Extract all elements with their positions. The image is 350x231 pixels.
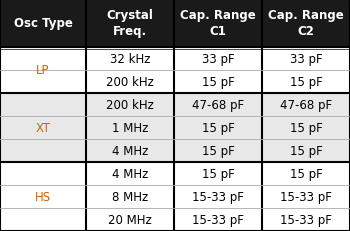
Text: 15 pF: 15 pF xyxy=(202,144,235,157)
Text: 15 pF: 15 pF xyxy=(290,76,322,89)
Text: 15-33 pF: 15-33 pF xyxy=(280,190,332,203)
Text: 20 MHz: 20 MHz xyxy=(108,213,152,226)
Bar xyxy=(0,48,350,71)
Text: 15 pF: 15 pF xyxy=(290,144,322,157)
Text: XT: XT xyxy=(35,122,50,134)
Text: 15-33 pF: 15-33 pF xyxy=(280,213,332,226)
Text: Crystal
Freq.: Crystal Freq. xyxy=(106,9,153,38)
Text: 15 pF: 15 pF xyxy=(202,122,235,134)
Bar xyxy=(0,162,350,185)
Text: 33 pF: 33 pF xyxy=(290,53,322,66)
Text: 4 MHz: 4 MHz xyxy=(112,144,148,157)
Text: 8 MHz: 8 MHz xyxy=(112,190,148,203)
Text: 15 pF: 15 pF xyxy=(290,167,322,180)
Text: 33 pF: 33 pF xyxy=(202,53,234,66)
Text: 15 pF: 15 pF xyxy=(290,122,322,134)
Text: 15 pF: 15 pF xyxy=(202,167,235,180)
Bar xyxy=(0,0,350,48)
Text: 15-33 pF: 15-33 pF xyxy=(192,190,244,203)
Bar xyxy=(0,116,350,139)
Text: 4 MHz: 4 MHz xyxy=(112,167,148,180)
Text: 15-33 pF: 15-33 pF xyxy=(192,213,244,226)
Text: 47-68 pF: 47-68 pF xyxy=(192,99,244,112)
Bar xyxy=(0,94,350,116)
Text: Cap. Range
C1: Cap. Range C1 xyxy=(180,9,256,38)
Text: Osc Type: Osc Type xyxy=(14,17,72,30)
Text: 32 kHz: 32 kHz xyxy=(110,53,150,66)
Text: 200 kHz: 200 kHz xyxy=(106,76,154,89)
Bar xyxy=(0,139,350,162)
Text: 47-68 pF: 47-68 pF xyxy=(280,99,332,112)
Text: HS: HS xyxy=(35,190,51,203)
Text: Cap. Range
C2: Cap. Range C2 xyxy=(268,9,344,38)
Bar xyxy=(0,208,350,231)
Text: LP: LP xyxy=(36,64,50,77)
Bar xyxy=(0,185,350,208)
Bar xyxy=(0,71,350,94)
Text: 15 pF: 15 pF xyxy=(202,76,235,89)
Text: 200 kHz: 200 kHz xyxy=(106,99,154,112)
Text: 1 MHz: 1 MHz xyxy=(112,122,148,134)
